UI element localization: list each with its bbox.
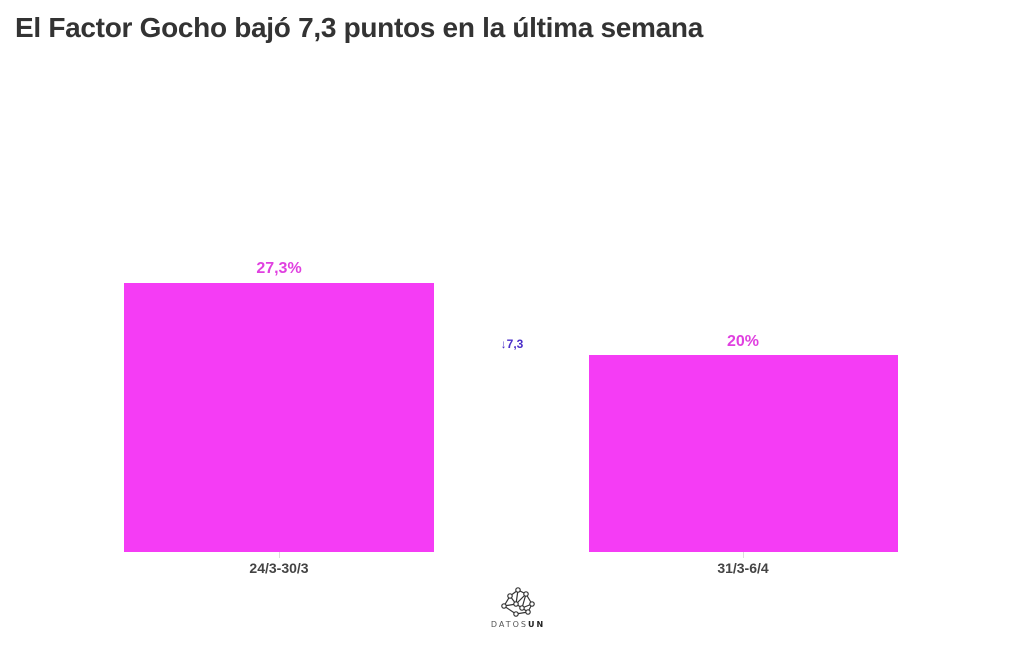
- arrow-down-icon: ↓: [500, 337, 507, 351]
- bar-value-label-2: 20%: [726, 333, 760, 350]
- logo-prefix: DATOS: [490, 620, 528, 629]
- x-tick-1: [279, 552, 280, 558]
- bar-2[interactable]: [589, 355, 898, 552]
- network-icon: [501, 587, 535, 617]
- x-axis-label-1: 24/3-30/3: [249, 560, 309, 576]
- x-tick-2: [743, 552, 744, 558]
- datosun-logo: DATOSUN: [488, 586, 548, 636]
- delta-value: 7,3: [506, 337, 524, 351]
- bar-1[interactable]: [124, 283, 434, 552]
- logo-text: DATOSUN: [488, 620, 548, 629]
- logo-suffix: UN: [527, 620, 546, 629]
- bar-value-label-1: 27,3%: [256, 260, 302, 277]
- delta-annotation: ↓7,3: [490, 337, 534, 351]
- chart-title: El Factor Gocho bajó 7,3 puntos en la úl…: [15, 12, 703, 43]
- x-axis-label-2: 31/3-6/4: [717, 560, 769, 576]
